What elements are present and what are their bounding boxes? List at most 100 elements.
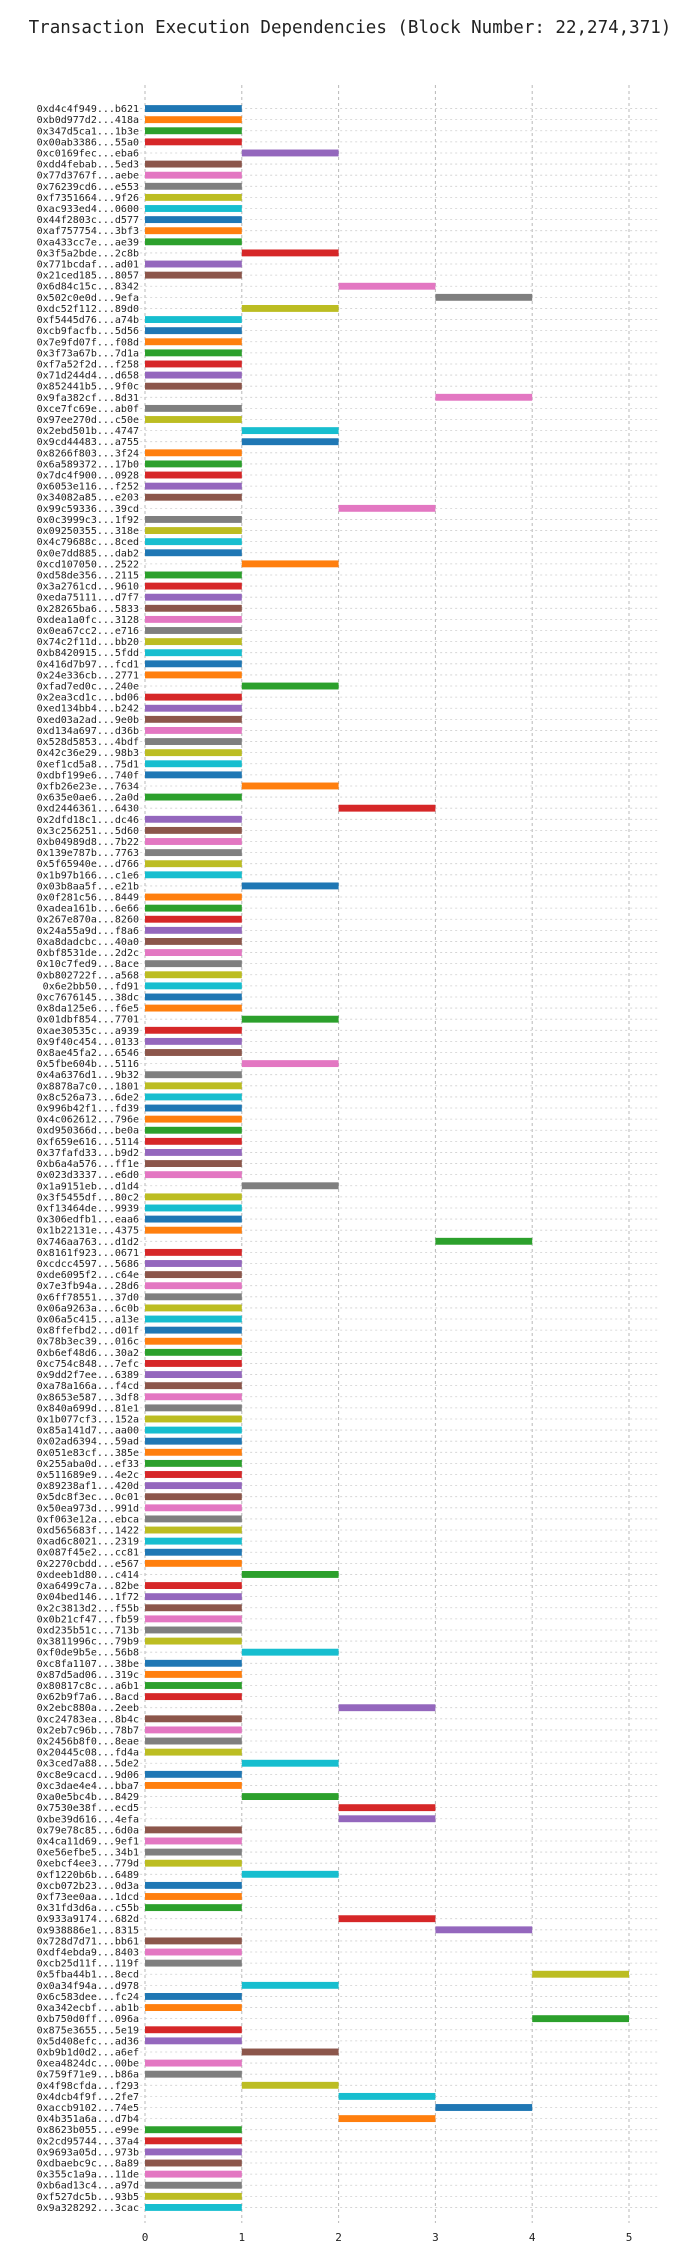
transaction-bar: [145, 2159, 242, 2167]
transaction-bar: [145, 760, 242, 768]
transaction-label: 0x255aba0d...ef33: [37, 1459, 139, 1470]
transaction-label: 0x62b9f7a6...8acd: [37, 1692, 139, 1703]
transaction-label: 0xf7a52f2d...f258: [37, 359, 139, 370]
transaction-bar: [145, 815, 242, 823]
transaction-label: 0x9a328292...3cac: [37, 2203, 139, 2214]
transaction-bar: [145, 571, 242, 579]
transaction-bar: [145, 1160, 242, 1167]
bars: [145, 105, 629, 2211]
transaction-bar: [145, 1548, 242, 1556]
transaction-label: 0x8c526a73...6de2: [37, 1092, 139, 1103]
transaction-label: 0x09250355...318e: [37, 526, 139, 537]
transaction-bar: [145, 1659, 242, 1667]
transaction-label: 0xd2446361...6430: [37, 804, 139, 815]
transaction-bar: [145, 1026, 242, 1034]
transaction-label: 0xdf4ebda9...8403: [37, 1948, 139, 1959]
transaction-bar: [145, 949, 242, 956]
x-tick-label: 3: [432, 2231, 439, 2244]
transaction-label: 0xdbf199e6...740f: [37, 770, 139, 781]
transaction-bar: [145, 460, 242, 468]
transaction-label: 0x44f2803c...d577: [37, 215, 139, 226]
transaction-bar: [145, 1959, 242, 1967]
transaction-bar: [145, 1382, 242, 1390]
transaction-label: 0x087f45e2...cc81: [37, 1548, 139, 1559]
transaction-label: 0xf5445d76...a74b: [37, 315, 139, 326]
transaction-label: 0x3f5455df...80c2: [37, 1192, 139, 1203]
transaction-bar: [145, 615, 242, 623]
transaction-bar: [241, 1870, 339, 1878]
transaction-label: 0xcd107050...2522: [37, 559, 139, 570]
transaction-label: 0xb04989d8...7b22: [37, 837, 139, 848]
transaction-label: 0xc7676145...38dc: [37, 992, 139, 1003]
transaction-label: 0xbf8531de...2d2c: [37, 948, 139, 959]
transaction-label: 0x3f5a2bde...2c8b: [37, 248, 139, 259]
transaction-bar: [145, 838, 242, 845]
transaction-label: 0xebcf4ee3...779d: [37, 1859, 139, 1870]
transaction-label: 0xac933ed4...0600: [37, 204, 139, 215]
transaction-label: 0xed03a2ad...9e0b: [37, 715, 139, 726]
transaction-bar: [145, 1693, 242, 1701]
transaction-label: 0xa433cc7e...ae39: [37, 237, 139, 248]
transaction-bar: [145, 349, 242, 357]
transaction-bar: [241, 149, 339, 157]
transaction-bar: [435, 1237, 533, 1245]
transaction-label: 0x78b3ec39...016c: [37, 1337, 139, 1348]
transaction-bar: [145, 549, 242, 557]
transaction-label: 0x3811996c...79b9: [37, 1637, 139, 1648]
transaction-label: 0xf063e12a...ebca: [37, 1514, 139, 1525]
transaction-bar: [145, 649, 242, 657]
transaction-bar: [145, 127, 242, 135]
transaction-bar: [145, 871, 242, 879]
transaction-label: 0x5fba44b1...8ecd: [37, 1970, 139, 1981]
transaction-bar: [435, 293, 533, 301]
transaction-bar: [145, 593, 242, 601]
transaction-label: 0x1a9151eb...d1d4: [37, 1181, 139, 1192]
transaction-bar: [145, 1937, 242, 1945]
transaction-bar: [145, 1204, 242, 1212]
transaction-label: 0x267e870a...8260: [37, 915, 139, 926]
transaction-bar: [145, 738, 242, 745]
transaction-label: 0xf13464de...9939: [37, 1203, 139, 1214]
transaction-label: 0x8da125e6...f6e5: [37, 1004, 139, 1015]
transaction-label: 0x4c79688c...8ced: [37, 537, 139, 548]
transaction-bar: [145, 371, 242, 379]
transaction-label: 0xb6ad13c4...a97d: [37, 2181, 139, 2192]
transaction-label: 0x840a699d...81e1: [37, 1403, 139, 1414]
x-tick-label: 4: [529, 2231, 536, 2244]
transaction-label: 0x6e2bb50...fd91: [43, 981, 139, 992]
transaction-label: 0x02ad6394...59ad: [37, 1437, 139, 1448]
transaction-bar: [145, 1126, 242, 1134]
transaction-bar: [241, 1759, 339, 1767]
transaction-bar: [145, 1826, 242, 1834]
transaction-label: 0xe56efbe5...34b1: [37, 1848, 139, 1859]
transaction-label: 0x2cd95744...37a4: [37, 2136, 139, 2147]
transaction-bar: [145, 1137, 242, 1145]
transaction-bar: [145, 960, 242, 968]
transaction-bar: [145, 493, 242, 501]
transaction-bar: [435, 1926, 533, 1934]
transaction-label: 0x9fa382cf...8d31: [37, 393, 139, 404]
transaction-label: 0x8ae45fa2...6546: [37, 1048, 139, 1059]
transaction-bar: [145, 516, 242, 523]
transaction-bar: [145, 338, 242, 346]
transaction-label: 0x85a141d7...aa00: [37, 1426, 139, 1437]
transaction-label: 0x511689e9...4e2c: [37, 1470, 139, 1481]
transaction-label: 0x99c59336...39cd: [37, 504, 139, 515]
transaction-label: 0x8ffefbd2...d01f: [37, 1326, 139, 1337]
transaction-bar: [145, 1526, 242, 1534]
transaction-label: 0x1b22131e...4375: [37, 1226, 139, 1237]
transaction-label: 0xc8fa1107...38be: [37, 1659, 139, 1670]
transaction-bar: [145, 2059, 242, 2067]
transaction-bar: [145, 2070, 242, 2078]
transaction-bar: [145, 193, 242, 201]
transaction-bar: [145, 1260, 242, 1267]
transaction-label: 0xa8dadcbc...40a0: [37, 937, 139, 948]
transaction-bar: [145, 1348, 242, 1356]
transaction-label: 0x8266f803...3f24: [37, 448, 139, 459]
transaction-label: 0x3ced7a88...5de2: [37, 1759, 139, 1770]
transaction-bar: [145, 2181, 242, 2189]
x-tick-label: 2: [335, 2231, 342, 2244]
transaction-label: 0x306edfb1...eaa6: [37, 1215, 139, 1226]
transaction-label: 0x7e3fb94a...28d6: [37, 1281, 139, 1292]
transaction-label: 0x5dc8f3ec...0c01: [37, 1492, 139, 1503]
